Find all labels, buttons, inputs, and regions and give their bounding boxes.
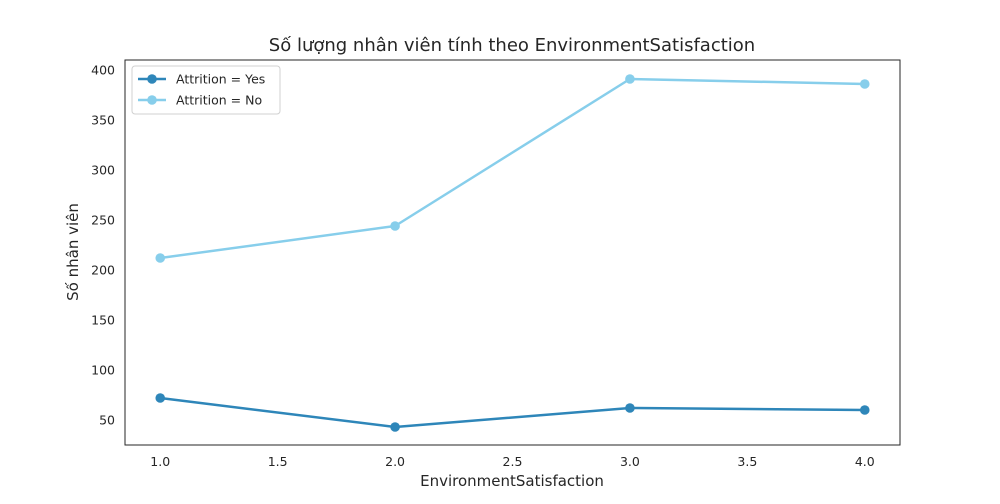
- data-point: [390, 422, 400, 432]
- legend-items: Attrition = Yes Attrition = No: [138, 72, 265, 108]
- y-tick-label: 100: [91, 363, 115, 378]
- y-tick-label: 300: [91, 163, 115, 178]
- series-line: [158, 77, 867, 260]
- x-tick-label: 1.0: [150, 454, 170, 469]
- data-point: [625, 74, 635, 84]
- data-point: [390, 221, 400, 231]
- legend-entry: Attrition = No: [138, 93, 262, 108]
- x-tick-label: 1.5: [268, 454, 288, 469]
- y-tick-label: 200: [91, 263, 115, 278]
- y-tick-label: 400: [91, 63, 115, 78]
- x-tick-label: 2.5: [503, 454, 523, 469]
- data-point: [155, 253, 166, 263]
- legend: Attrition = Yes Attrition = No: [131, 65, 281, 115]
- data-point: [859, 405, 870, 415]
- legend-marker: [147, 95, 157, 105]
- x-tick-label: 3.0: [620, 454, 640, 469]
- x-tick-label: 3.5: [737, 454, 757, 469]
- y-axis-label: Số nhân viên: [64, 203, 82, 301]
- legend-marker: [147, 74, 157, 84]
- data-point: [155, 393, 166, 403]
- chart-title: Số lượng nhân viên tính theo Environment…: [269, 35, 755, 56]
- y-tick-label: 350: [91, 113, 115, 128]
- y-tick-label: 150: [91, 313, 115, 328]
- legend-box: [131, 65, 281, 115]
- series-line: [158, 396, 867, 429]
- legend-label: Attrition = No: [176, 93, 262, 108]
- x-tick-label: 4.0: [855, 454, 875, 469]
- legend-entry: Attrition = Yes: [138, 72, 265, 87]
- data-point: [859, 79, 870, 89]
- series-attrition-yes: [155, 393, 870, 432]
- y-tick-label: 250: [91, 213, 115, 228]
- x-axis-label: EnvironmentSatisfaction: [420, 472, 604, 490]
- series-attrition-no: [155, 74, 870, 263]
- x-tick-label: 2.0: [385, 454, 405, 469]
- data-point: [625, 403, 635, 413]
- legend-label: Attrition = Yes: [176, 72, 265, 87]
- axis-ticks: 1.0 1.5 2.0 2.5 3.0 3.5 4.0 50 100 150 200 250 300 35…: [91, 63, 875, 470]
- series-layer: [155, 74, 870, 432]
- y-tick-label: 50: [99, 413, 115, 428]
- plot-frame: [124, 59, 901, 446]
